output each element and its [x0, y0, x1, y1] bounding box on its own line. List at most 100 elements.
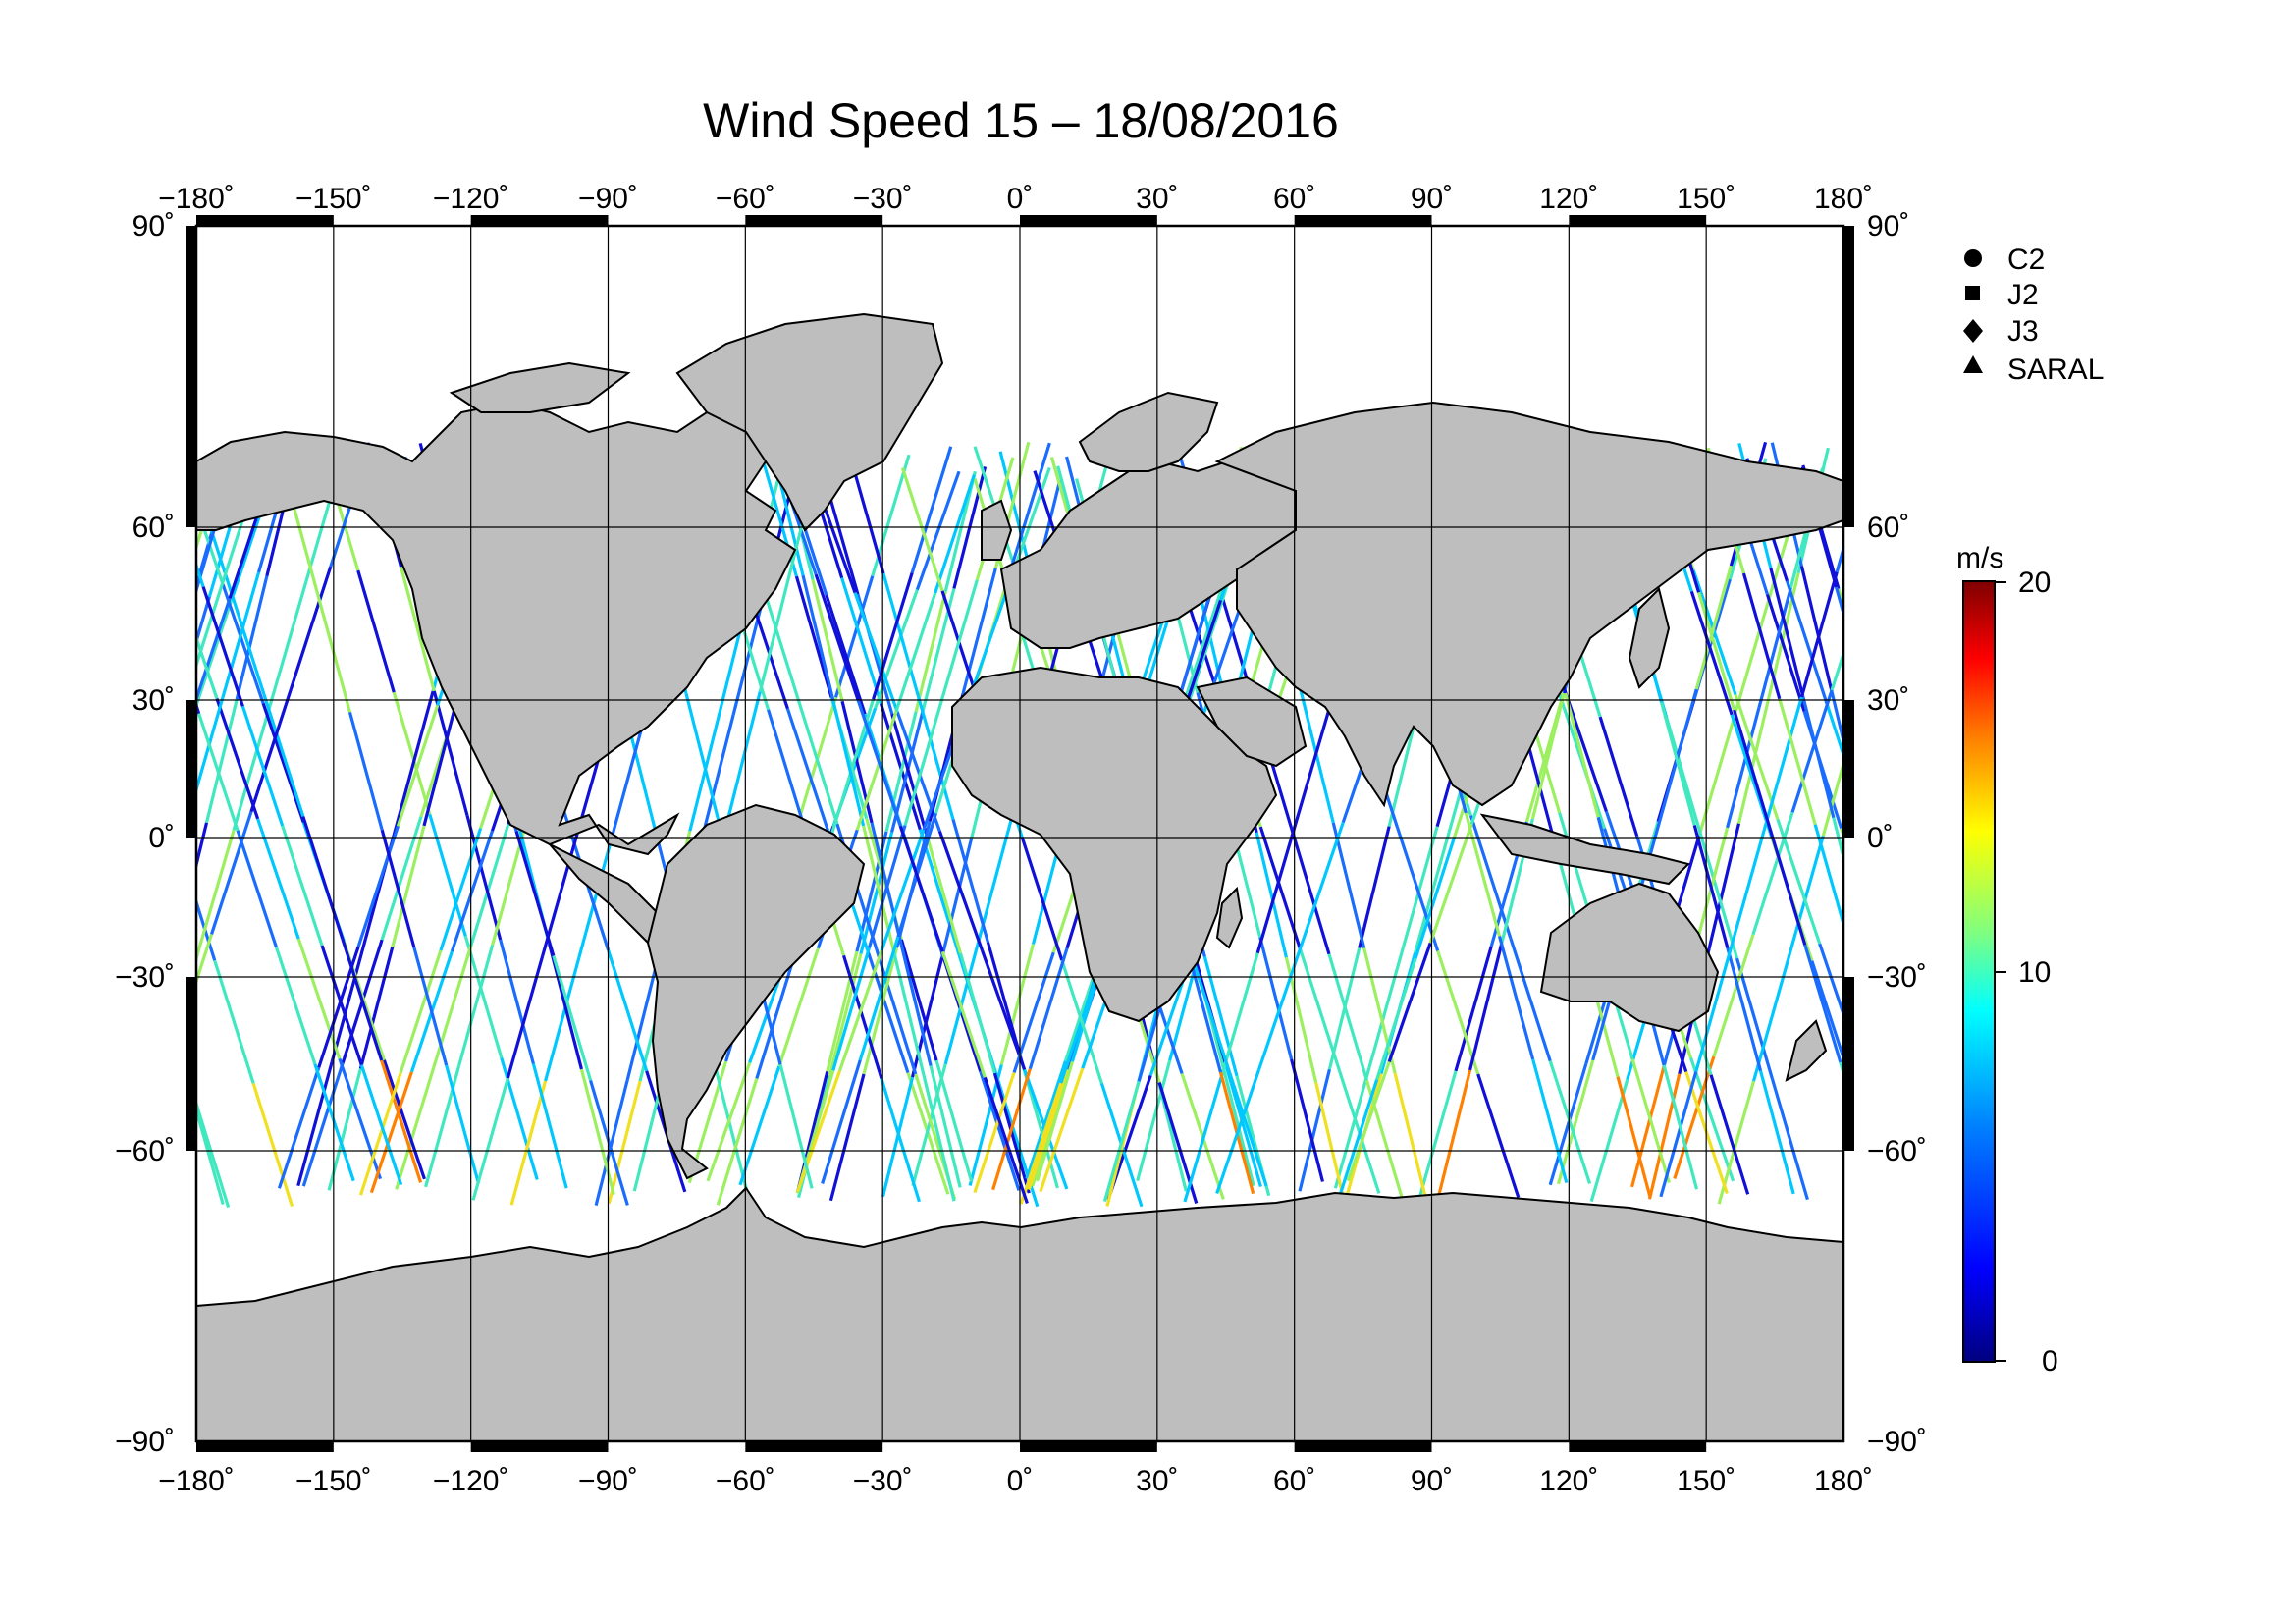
track-segment [150, 719, 190, 839]
legend-label-j2: J2 [2007, 279, 2039, 311]
track-segment [1995, 695, 2034, 817]
track-segment [392, 691, 432, 815]
track-segment [1336, 1079, 1379, 1202]
track-segment [1764, 696, 1803, 823]
track-segment [2099, 1063, 2132, 1181]
track-segment [71, 958, 111, 1078]
track-segment [796, 698, 839, 825]
track-segment [1954, 475, 1992, 597]
track-segment [1660, 688, 1698, 814]
track-segment [958, 952, 996, 1074]
track-segment [1799, 571, 1839, 698]
track-segment [31, 1078, 72, 1198]
track-segment [39, 598, 71, 717]
track-segment [706, 1061, 752, 1182]
track-segment [380, 1059, 423, 1183]
track-segment [939, 579, 979, 704]
track-segment [116, 1069, 146, 1193]
track-segment [51, 598, 85, 720]
track-segment [1835, 586, 1843, 620]
track-segment [281, 825, 324, 947]
track-segment [1224, 1064, 1262, 1187]
track-segment [1497, 936, 1535, 1060]
track-segment [1598, 716, 1639, 838]
lon-tick-top: 30˚ [1136, 183, 1178, 215]
track-segment [0, 836, 7, 954]
track-segment [794, 575, 833, 698]
track-segment [1060, 959, 1103, 1084]
track-segment [916, 695, 955, 820]
lon-tick-top: −60˚ [716, 183, 775, 215]
track-segment [1530, 692, 1566, 820]
track-segment [1136, 1059, 1172, 1182]
track-segment [289, 566, 333, 690]
legend-marker-square [1965, 286, 1980, 300]
lon-tick-top: −180˚ [158, 183, 235, 215]
track-segment [1736, 697, 1771, 825]
track-segment [1028, 947, 1069, 1070]
track-segment [240, 705, 285, 827]
track-segment [2035, 823, 2068, 943]
track-segment [465, 815, 503, 941]
track-segment [544, 956, 581, 1082]
track-segment [232, 705, 272, 831]
track-segment [1362, 947, 1397, 1074]
track-segment [356, 825, 400, 947]
track-segment [89, 452, 129, 573]
track-segment [1468, 944, 1504, 1071]
track-segment [943, 942, 981, 1065]
track-segment [395, 1066, 436, 1190]
track-segment [1709, 1074, 1750, 1195]
lat-tick-right: −30˚ [1867, 961, 1927, 994]
track-segment [891, 950, 926, 1077]
track-segment [1759, 1070, 1795, 1195]
track-segment [256, 818, 300, 940]
track-segment [399, 566, 436, 692]
track-segment [1616, 1076, 1652, 1199]
track-segment [356, 569, 396, 693]
track-segment [313, 1063, 355, 1182]
track-segment [577, 833, 614, 958]
track-segment [859, 832, 894, 954]
track-segment [327, 1068, 362, 1191]
track-segment [52, 706, 82, 827]
track-segment [918, 829, 961, 956]
track-segment [2064, 946, 2098, 1063]
track-segment [2068, 943, 2102, 1062]
track-segment [235, 575, 269, 700]
track-segment [858, 936, 900, 1061]
track-segment [7, 1072, 40, 1192]
colorbar-label-20: 20 [2018, 567, 2051, 599]
track-segment [19, 1071, 55, 1194]
track-segment [7, 463, 39, 587]
track-segment [2034, 815, 2068, 938]
track-segment [880, 1078, 921, 1203]
frame-bar-top [1294, 215, 1432, 226]
track-segment [399, 949, 443, 1074]
track-segment [1630, 1058, 1671, 1183]
track-segment [2, 598, 43, 715]
track-segment [1790, 689, 1834, 813]
track-segment [215, 698, 260, 820]
track-segment [43, 481, 84, 598]
land-south-america [646, 803, 866, 1180]
track-segment [197, 713, 240, 832]
track-segment [2069, 938, 2104, 1060]
track-segment [2079, 827, 2119, 953]
track-segment [785, 708, 829, 831]
lat-tick-left: 90˚ [133, 210, 175, 243]
track-segment [2050, 820, 2081, 944]
track-segment [2111, 951, 2142, 1069]
track-segment [93, 820, 129, 941]
land-uk [981, 499, 1013, 561]
track-segment [1437, 1069, 1472, 1197]
track-segment [2019, 696, 2051, 820]
track-segment [2070, 839, 2109, 958]
track-segment [1331, 822, 1366, 948]
track-segment [2141, 1082, 2180, 1207]
track-segment [2142, 1069, 2172, 1187]
lon-tick-bottom: 60˚ [1273, 1465, 1315, 1497]
track-segment [1874, 712, 1909, 836]
lat-tick-labels-left: 90˚ 60˚ 30˚ 0˚ −30˚ −60˚ −90˚ [115, 210, 175, 1458]
track-segment [1454, 946, 1493, 1072]
